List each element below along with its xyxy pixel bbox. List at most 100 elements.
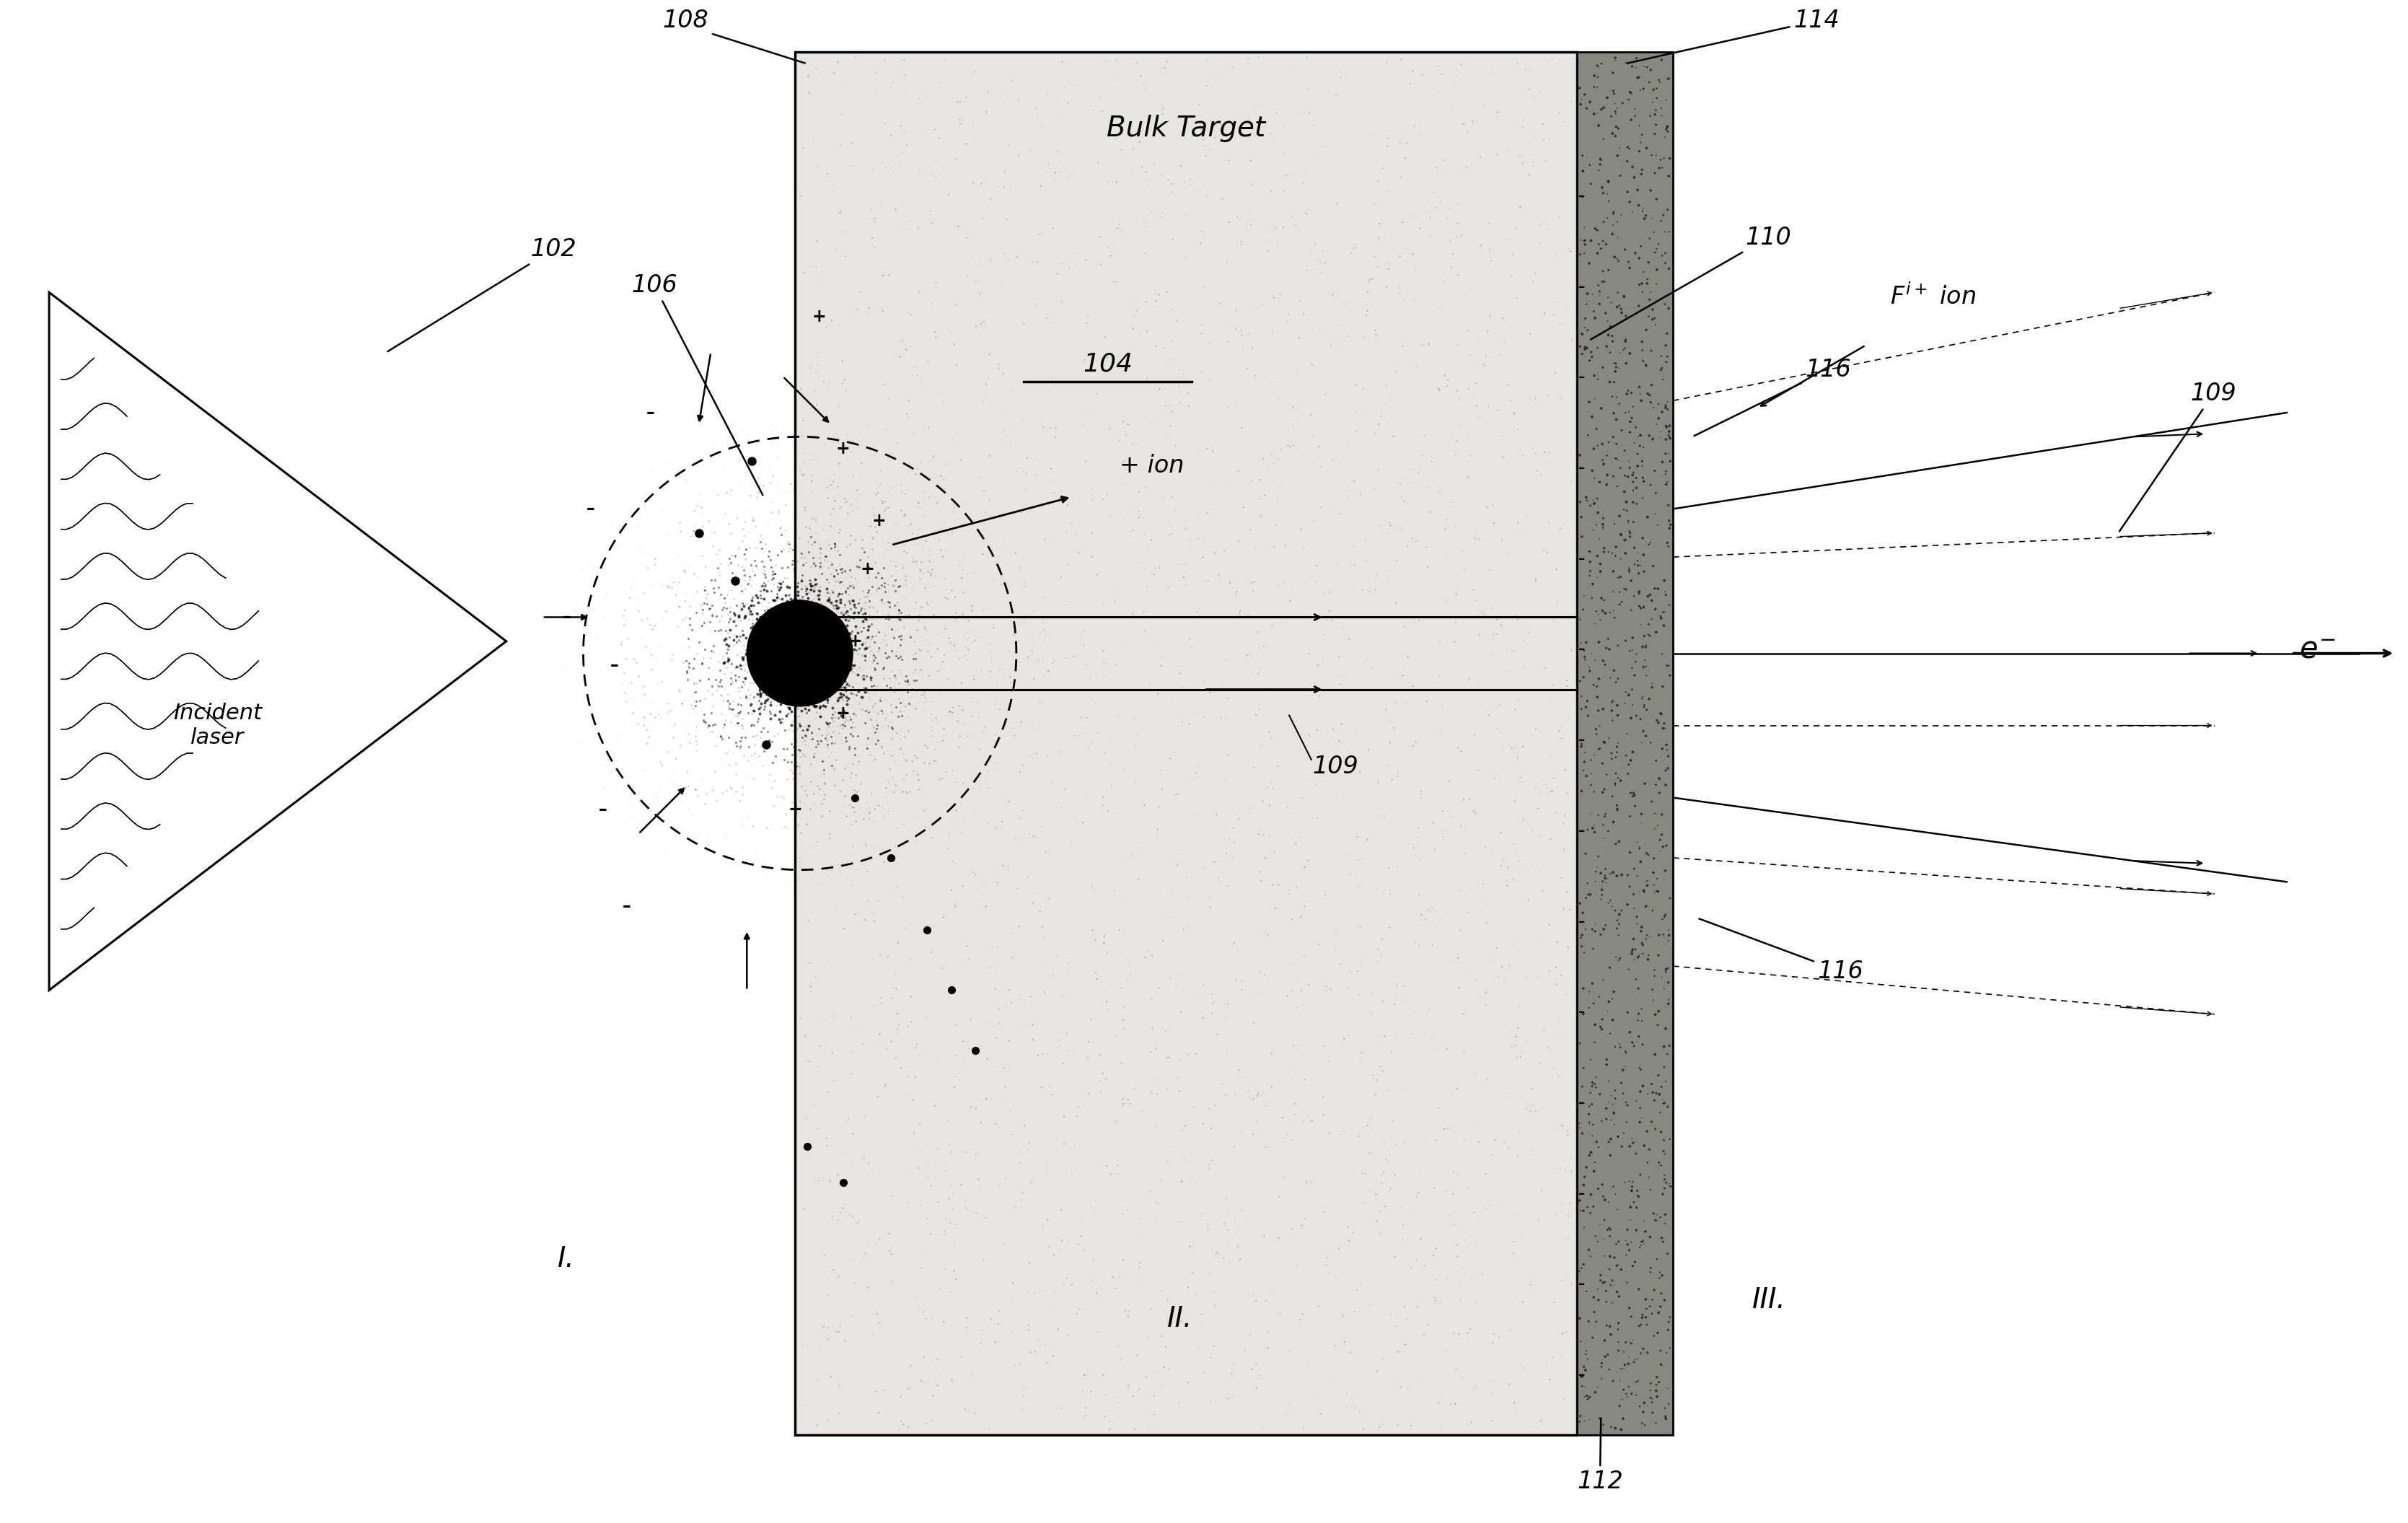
- Point: [1112, 161, 1151, 186]
- Point: [1613, 937, 1652, 961]
- Point: [896, 631, 934, 655]
- Point: [1483, 848, 1522, 873]
- Point: [1599, 704, 1637, 728]
- Point: [1647, 442, 1686, 466]
- Point: [1616, 856, 1654, 880]
- Point: [1642, 1354, 1681, 1378]
- Point: [775, 643, 814, 667]
- Point: [681, 688, 720, 713]
- Point: [1635, 576, 1674, 600]
- Point: [848, 726, 886, 751]
- Point: [1091, 1418, 1129, 1442]
- Point: [1404, 1285, 1442, 1310]
- Point: [1645, 835, 1683, 859]
- Point: [1440, 413, 1479, 437]
- Point: [1007, 570, 1045, 594]
- Point: [821, 860, 860, 885]
- Point: [843, 527, 881, 551]
- Point: [1014, 599, 1052, 623]
- Point: [655, 582, 694, 606]
- Point: [838, 672, 877, 696]
- Point: [607, 609, 645, 634]
- Point: [1649, 987, 1688, 1011]
- Point: [1173, 594, 1211, 618]
- Point: [814, 1004, 852, 1028]
- Point: [785, 626, 824, 650]
- Point: [968, 372, 1007, 396]
- Point: [942, 670, 980, 694]
- Point: [804, 652, 843, 676]
- Point: [1563, 524, 1601, 548]
- Point: [881, 114, 920, 139]
- Point: [1519, 1208, 1558, 1232]
- Point: [1361, 225, 1399, 250]
- Point: [1127, 160, 1165, 184]
- Point: [749, 626, 787, 650]
- Point: [778, 656, 816, 681]
- Point: [1438, 443, 1476, 468]
- Point: [809, 714, 848, 739]
- Point: [677, 777, 715, 801]
- Point: [701, 649, 739, 673]
- Point: [804, 634, 843, 658]
- Point: [730, 632, 768, 656]
- Point: [1380, 472, 1418, 496]
- Point: [838, 658, 877, 682]
- Point: [766, 673, 804, 698]
- Point: [1346, 943, 1385, 967]
- Point: [746, 670, 785, 694]
- Point: [1512, 1098, 1551, 1122]
- Point: [780, 641, 819, 666]
- Point: [722, 733, 761, 757]
- Point: [1064, 618, 1103, 643]
- Point: [1023, 608, 1062, 632]
- Point: [1536, 161, 1575, 186]
- Point: [766, 656, 804, 681]
- Point: [799, 512, 838, 536]
- Point: [980, 998, 1019, 1022]
- Point: [1584, 649, 1623, 673]
- Point: [1117, 722, 1156, 746]
- Point: [1613, 394, 1652, 419]
- Point: [816, 463, 855, 487]
- Point: [1163, 362, 1202, 387]
- Point: [879, 687, 917, 711]
- Point: [1601, 592, 1640, 617]
- Point: [751, 471, 790, 495]
- Point: [893, 661, 932, 685]
- Point: [843, 451, 881, 475]
- Point: [698, 675, 737, 699]
- Point: [1599, 902, 1637, 926]
- Point: [1613, 638, 1652, 663]
- Point: [975, 815, 1014, 839]
- Point: [942, 448, 980, 472]
- Point: [1621, 273, 1659, 297]
- Point: [768, 652, 807, 676]
- Point: [802, 705, 840, 730]
- Point: [749, 652, 787, 676]
- Point: [968, 769, 1007, 793]
- Point: [787, 667, 826, 691]
- Point: [934, 694, 973, 719]
- Point: [833, 795, 872, 819]
- Point: [775, 623, 814, 647]
- Point: [783, 644, 821, 669]
- Point: [1105, 1008, 1144, 1033]
- Point: [1544, 897, 1582, 921]
- Point: [751, 626, 790, 650]
- Point: [778, 614, 816, 638]
- Point: [681, 495, 720, 519]
- Point: [804, 1243, 843, 1267]
- Point: [780, 650, 819, 675]
- Point: [783, 643, 821, 667]
- Point: [703, 673, 742, 698]
- Point: [751, 682, 790, 707]
- Point: [725, 656, 763, 681]
- Point: [1560, 334, 1599, 358]
- Point: [799, 606, 838, 631]
- Point: [862, 542, 901, 567]
- Point: [804, 762, 843, 786]
- Point: [780, 597, 819, 621]
- Point: [1647, 396, 1686, 420]
- Point: [905, 798, 944, 822]
